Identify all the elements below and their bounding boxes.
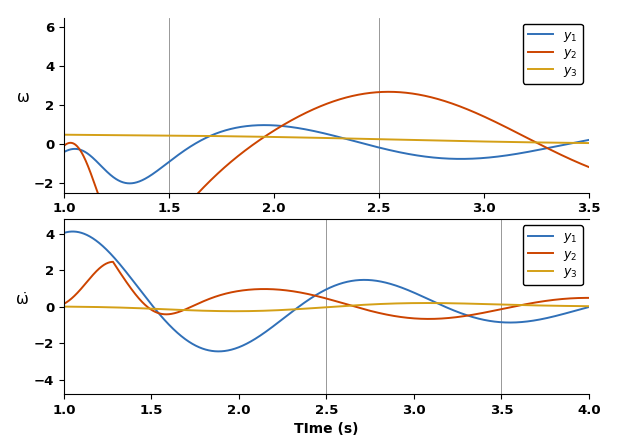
$y_2$ (518, 133, 526, 138)
$y_2$ (585, 295, 593, 300)
$y_2$ (120, 243, 128, 248)
$y_3$ (423, 300, 431, 306)
Line: $y_2$: $y_2$ (64, 262, 589, 319)
$y_3$ (60, 132, 68, 138)
Line: $y_1$: $y_1$ (64, 232, 589, 351)
$y_1$ (262, 329, 269, 335)
$y_3$ (284, 307, 292, 312)
$y_3$ (231, 309, 239, 314)
$y_1$ (518, 150, 526, 155)
$y_1$ (285, 124, 292, 129)
$y_3$ (262, 308, 269, 313)
$y_3$ (120, 305, 128, 310)
X-axis label: TIme (s): TIme (s) (294, 423, 358, 437)
Y-axis label: ω: ω (17, 90, 29, 105)
$y_1$ (120, 267, 128, 272)
$y_2$ (130, 247, 138, 252)
$y_3$ (585, 141, 593, 146)
Line: $y_1$: $y_1$ (64, 125, 589, 184)
$y_2$ (385, 89, 392, 95)
Line: $y_3$: $y_3$ (64, 135, 589, 143)
$y_1$ (60, 149, 68, 155)
$y_2$ (425, 316, 433, 321)
$y_1$ (151, 307, 159, 312)
$y_2$ (262, 134, 269, 139)
$y_2$ (575, 295, 582, 300)
$y_2$ (585, 164, 593, 170)
$y_1$ (285, 312, 292, 317)
$y_3$ (120, 133, 128, 138)
Line: $y_3$: $y_3$ (64, 303, 589, 311)
$y_2$ (151, 236, 159, 241)
$y_1$ (151, 170, 159, 175)
$y_2$ (518, 302, 526, 307)
$y_2$ (60, 301, 68, 307)
$y_3$ (575, 140, 582, 145)
$y_1$ (575, 307, 582, 312)
$y_2$ (60, 143, 68, 148)
$y_3$ (261, 134, 269, 139)
$y_1$ (585, 304, 593, 310)
$y_3$ (60, 304, 68, 309)
Text: (a): (a) (317, 245, 336, 259)
$y_2$ (151, 309, 159, 314)
$y_1$ (585, 137, 593, 142)
$y_3$ (575, 304, 582, 309)
$y_3$ (151, 133, 159, 138)
Y-axis label: ω̇: ω̇ (17, 292, 29, 307)
$y_3$ (585, 304, 593, 309)
$y_3$ (518, 140, 526, 145)
Line: $y_2$: $y_2$ (64, 92, 589, 249)
$y_1$ (60, 230, 68, 236)
$y_2$ (284, 120, 292, 125)
$y_2$ (262, 286, 269, 292)
Legend: $y_1$, $y_2$, $y_3$: $y_1$, $y_2$, $y_3$ (523, 24, 582, 84)
Legend: $y_1$, $y_2$, $y_3$: $y_1$, $y_2$, $y_3$ (523, 225, 582, 285)
$y_1$ (260, 123, 268, 128)
X-axis label: TIme (s): TIme (s) (294, 221, 358, 235)
$y_2$ (575, 160, 582, 166)
$y_2$ (109, 259, 116, 265)
$y_3$ (284, 134, 292, 140)
$y_2$ (120, 276, 128, 281)
$y_1$ (214, 349, 222, 354)
$y_1$ (126, 181, 134, 186)
$y_1$ (262, 123, 269, 128)
$y_1$ (120, 180, 128, 185)
$y_3$ (151, 306, 159, 311)
$y_2$ (284, 288, 292, 293)
$y_1$ (575, 139, 582, 145)
$y_3$ (518, 303, 526, 308)
$y_1$ (518, 319, 526, 325)
$y_1$ (69, 229, 77, 234)
